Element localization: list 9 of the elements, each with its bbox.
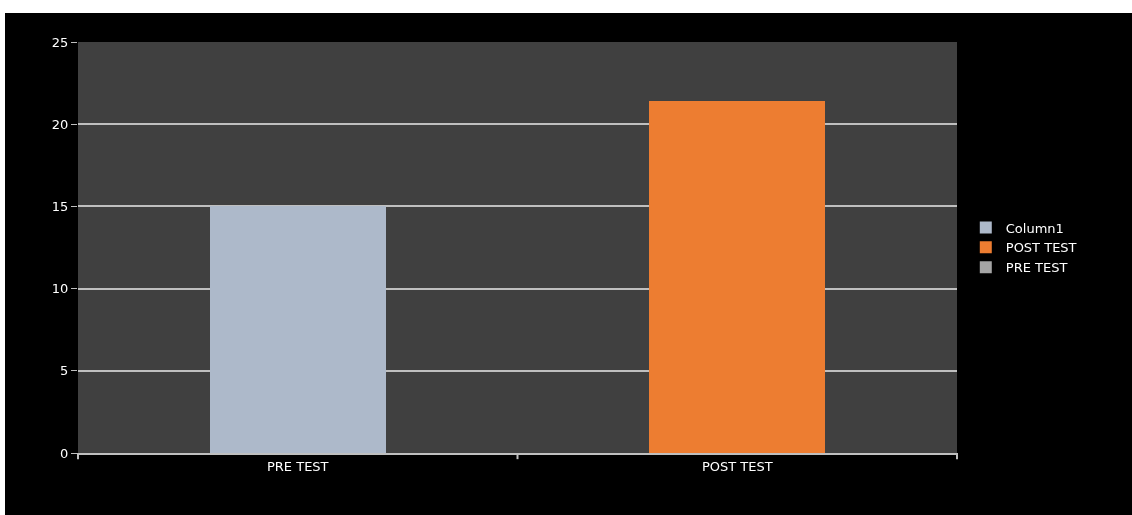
legend-label: Column1 <box>1005 220 1064 236</box>
legend-label: PRE TEST <box>1005 260 1068 276</box>
y-tick-label: 15 <box>51 198 69 214</box>
y-tick-label: 0 <box>60 445 69 461</box>
y-tick-label: 10 <box>51 281 69 297</box>
legend-label: POST TEST <box>1005 240 1077 256</box>
y-tick-label: 25 <box>51 34 69 50</box>
y-tick-label: 5 <box>60 363 69 379</box>
y-tick-label: 20 <box>51 116 69 132</box>
